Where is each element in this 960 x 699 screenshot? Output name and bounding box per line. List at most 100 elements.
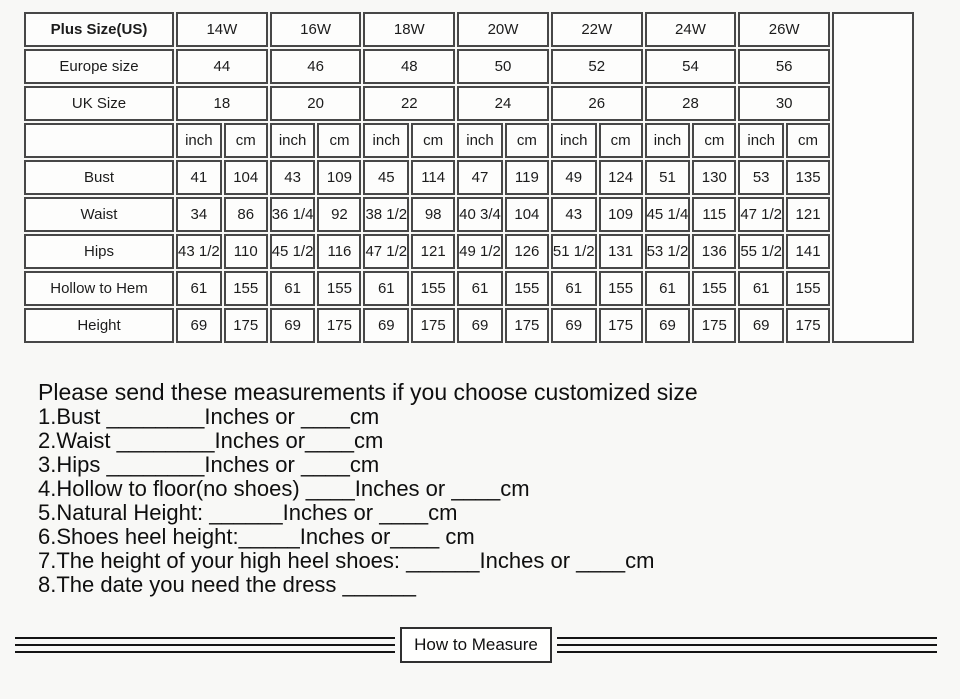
unit-cell: cm (504, 123, 549, 158)
size-cell: 20 (269, 86, 362, 121)
unit-cell: cm (317, 123, 362, 158)
value-cell: 124 (598, 160, 643, 195)
value-cell: 53 (738, 160, 785, 195)
unit-cell: cm (786, 123, 831, 158)
size-cell: 16W (269, 12, 362, 47)
value-cell: 61 (550, 271, 597, 306)
value-cell: 47 1/2 (738, 197, 785, 232)
table-row: inch cm inch cm inch cm inch cm inch cm inch cm inch… (24, 123, 914, 158)
unit-cell: inch (550, 123, 597, 158)
value-cell: 51 (644, 160, 691, 195)
value-cell: 155 (317, 271, 362, 306)
divider-line (556, 644, 937, 646)
value-cell: 175 (786, 308, 831, 343)
size-chart-table: Plus Size(US) 14W 16W 18W 20W 22W 24W 26W Europe… (22, 10, 916, 345)
value-cell: 86 (223, 197, 268, 232)
row-label: Height (24, 308, 174, 343)
measurement-line: 2.Waist ________Inches or____cm (38, 428, 384, 453)
divider-line (15, 651, 396, 653)
unit-cell: cm (411, 123, 456, 158)
unit-cell: inch (644, 123, 691, 158)
value-cell: 69 (176, 308, 222, 343)
size-cell: 20W (457, 12, 549, 47)
measurement-line: 4.Hollow to floor(no shoes) ____Inches o… (38, 476, 530, 501)
value-cell: 136 (692, 234, 737, 269)
how-to-measure-label: How to Measure (400, 627, 552, 663)
value-cell: 61 (644, 271, 691, 306)
measurement-line: 3.Hips ________Inches or ____cm (38, 452, 380, 477)
value-cell: 175 (411, 308, 456, 343)
table-row: Plus Size(US) 14W 16W 18W 20W 22W 24W 26W (24, 12, 915, 343)
value-cell: 114 (411, 160, 456, 195)
size-cell: 30 (738, 86, 831, 121)
value-cell: 69 (457, 308, 503, 343)
size-cell: 24 (457, 86, 549, 121)
value-cell: 61 (269, 271, 316, 306)
value-cell: 126 (504, 234, 549, 269)
value-cell: 121 (786, 197, 831, 232)
value-cell: 61 (457, 271, 503, 306)
note-title: Please send these measurements if you ch… (38, 379, 698, 405)
value-cell: 43 (269, 160, 316, 195)
value-cell: 98 (411, 197, 456, 232)
value-cell: 41 (176, 160, 222, 195)
table-row: Europe size 44 46 48 50 52 54 56 (24, 49, 914, 84)
value-cell: 155 (223, 271, 268, 306)
value-cell: 61 (363, 271, 410, 306)
value-cell: 141 (786, 234, 831, 269)
value-cell: 36 1/4 (269, 197, 316, 232)
measurement-line: 8.The date you need the dress ______ (38, 572, 416, 597)
measurement-line: 6.Shoes heel height:_____Inches or____ c… (38, 524, 475, 549)
row-label: Waist (24, 197, 174, 232)
unit-cell: inch (457, 123, 503, 158)
custom-size-note: Please send these measurements if you ch… (38, 379, 698, 597)
row-label: Europe size (24, 49, 174, 84)
value-cell: 47 (457, 160, 503, 195)
measurement-line: 5.Natural Height: ______Inches or ____cm (38, 500, 458, 525)
size-cell: 50 (457, 49, 549, 84)
value-cell: 110 (223, 234, 268, 269)
value-cell: 49 (550, 160, 597, 195)
value-cell: 115 (692, 197, 737, 232)
unit-cell: cm (598, 123, 643, 158)
size-cell: 54 (644, 49, 737, 84)
value-cell: 47 1/2 (363, 234, 410, 269)
size-cell: 14W (176, 12, 268, 47)
divider-lines-right (556, 637, 937, 653)
divider-line (15, 644, 396, 646)
value-cell: 92 (317, 197, 362, 232)
table-row: Height 69 175 69 175 69 175 69 175 69 175 69 175 69 17… (24, 308, 914, 343)
unit-row-spacer (24, 123, 174, 158)
value-cell: 40 3/4 (457, 197, 503, 232)
table-row: UK Size 18 20 22 24 26 28 30 (24, 86, 914, 121)
value-cell: 155 (786, 271, 831, 306)
value-cell: 69 (363, 308, 410, 343)
value-cell: 34 (176, 197, 222, 232)
value-cell: 61 (176, 271, 222, 306)
size-system-label: Plus Size(US) (24, 12, 174, 47)
value-cell: 175 (317, 308, 362, 343)
value-cell: 155 (411, 271, 456, 306)
empty-column (832, 12, 915, 343)
value-cell: 131 (598, 234, 643, 269)
size-cell: 26 (550, 86, 643, 121)
table-row: Waist 34 86 36 1/4 92 38 1/2 98 40 3/4 104 43 109 4… (24, 197, 914, 232)
value-cell: 121 (411, 234, 456, 269)
divider-lines-left (15, 637, 396, 653)
value-cell: 38 1/2 (363, 197, 410, 232)
value-cell: 45 1/2 (269, 234, 316, 269)
unit-cell: cm (692, 123, 737, 158)
value-cell: 69 (738, 308, 785, 343)
value-cell: 49 1/2 (457, 234, 503, 269)
value-cell: 175 (223, 308, 268, 343)
value-cell: 135 (786, 160, 831, 195)
value-cell: 130 (692, 160, 737, 195)
row-label: Hollow to Hem (24, 271, 174, 306)
value-cell: 155 (504, 271, 549, 306)
table-row: Hips 43 1/2 110 45 1/2 116 47 1/2 121 49 1/2 126… (24, 234, 914, 269)
size-cell: 22 (363, 86, 456, 121)
value-cell: 175 (504, 308, 549, 343)
value-cell: 69 (550, 308, 597, 343)
size-cell: 28 (644, 86, 737, 121)
